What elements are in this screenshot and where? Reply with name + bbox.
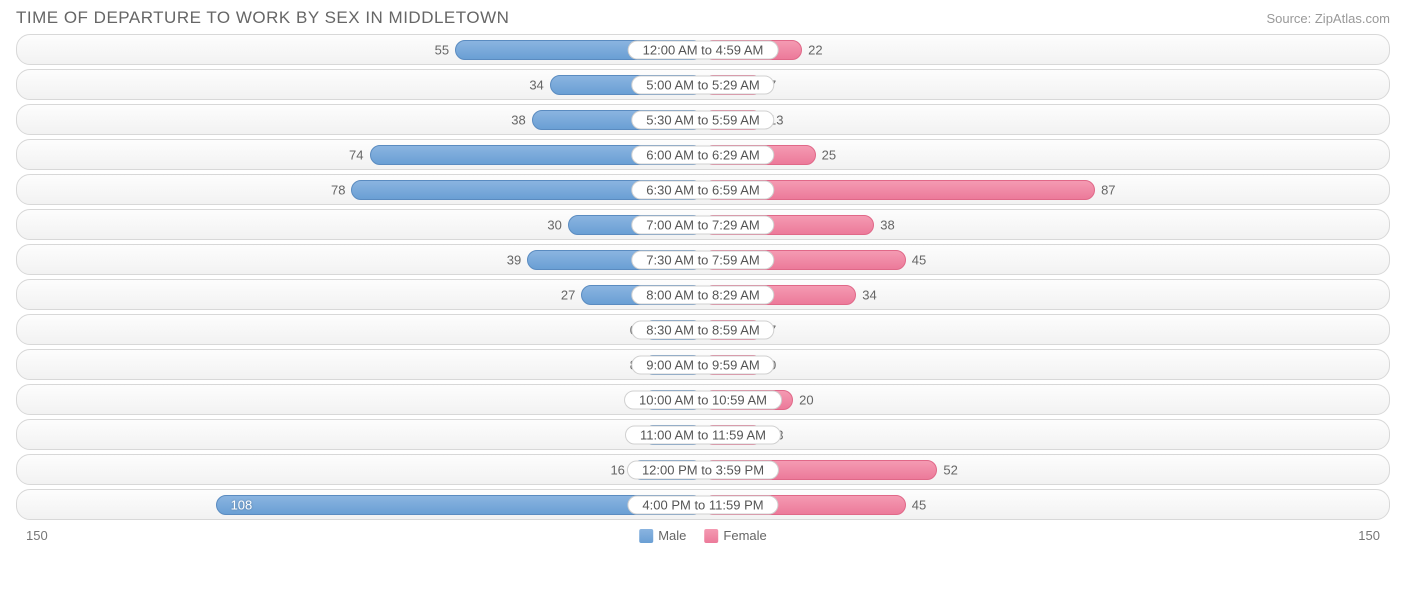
chart-row: 78 87 6:30 AM to 6:59 AM (16, 174, 1390, 205)
chart-row: 01311:00 AM to 11:59 AM (16, 419, 1390, 450)
category-label: 6:30 AM to 6:59 AM (631, 180, 774, 199)
female-value: 52 (943, 462, 957, 477)
female-value: 45 (912, 252, 926, 267)
female-value: 38 (880, 217, 894, 232)
category-label: 6:00 AM to 6:29 AM (631, 145, 774, 164)
axis-max-right: 150 (1358, 528, 1380, 543)
chart-row: 108 45 4:00 PM to 11:59 PM (16, 489, 1390, 520)
female-swatch (704, 529, 718, 543)
category-label: 7:30 AM to 7:59 AM (631, 250, 774, 269)
legend: Male Female (639, 528, 767, 543)
chart-row: 38135:30 AM to 5:59 AM (16, 104, 1390, 135)
chart-row: 39 45 7:30 AM to 7:59 AM (16, 244, 1390, 275)
male-value: 38 (511, 112, 525, 127)
legend-item-female: Female (704, 528, 766, 543)
chart-row: 74 25 6:00 AM to 6:29 AM (16, 139, 1390, 170)
male-value: 30 (547, 217, 561, 232)
category-label: 12:00 AM to 4:59 AM (628, 40, 779, 59)
legend-female-label: Female (723, 528, 766, 543)
male-value: 39 (507, 252, 521, 267)
axis-max-left: 150 (26, 528, 48, 543)
chart-footer: 150 Male Female 150 (0, 524, 1406, 543)
female-value: 34 (862, 287, 876, 302)
chart-row: 16 52 12:00 PM to 3:59 PM (16, 454, 1390, 485)
category-label: 10:00 AM to 10:59 AM (624, 390, 782, 409)
male-value: 16 (610, 462, 624, 477)
legend-item-male: Male (639, 528, 686, 543)
chart-source: Source: ZipAtlas.com (1266, 11, 1390, 26)
female-value: 25 (822, 147, 836, 162)
chart-row: 078:30 AM to 8:59 AM (16, 314, 1390, 345)
male-value: 34 (529, 77, 543, 92)
female-value: 22 (808, 42, 822, 57)
chart-row: 27 34 8:00 AM to 8:29 AM (16, 279, 1390, 310)
male-swatch (639, 529, 653, 543)
category-label: 12:00 PM to 3:59 PM (627, 460, 779, 479)
chart-row: 3475:00 AM to 5:29 AM (16, 69, 1390, 100)
category-label: 7:00 AM to 7:29 AM (631, 215, 774, 234)
chart-row: 30 38 7:00 AM to 7:29 AM (16, 209, 1390, 240)
female-value: 45 (912, 497, 926, 512)
category-label: 5:30 AM to 5:59 AM (631, 110, 774, 129)
chart-row: 809:00 AM to 9:59 AM (16, 349, 1390, 380)
chart-title: TIME OF DEPARTURE TO WORK BY SEX IN MIDD… (16, 8, 509, 28)
category-label: 9:00 AM to 9:59 AM (631, 355, 774, 374)
male-value: 74 (349, 147, 363, 162)
male-value: 78 (331, 182, 345, 197)
category-label: 5:00 AM to 5:29 AM (631, 75, 774, 94)
category-label: 8:00 AM to 8:29 AM (631, 285, 774, 304)
chart-header: TIME OF DEPARTURE TO WORK BY SEX IN MIDD… (0, 0, 1406, 34)
chart-row: 02010:00 AM to 10:59 AM (16, 384, 1390, 415)
category-label: 4:00 PM to 11:59 PM (627, 495, 778, 514)
female-value: 87 (1101, 182, 1115, 197)
legend-male-label: Male (658, 528, 686, 543)
category-label: 11:00 AM to 11:59 AM (625, 425, 781, 444)
female-value: 20 (799, 392, 813, 407)
male-value: 108 (231, 497, 253, 512)
male-value: 27 (561, 287, 575, 302)
category-label: 8:30 AM to 8:59 AM (631, 320, 774, 339)
male-value: 55 (435, 42, 449, 57)
chart-area: 55 22 12:00 AM to 4:59 AM 3475:00 AM to 5:2… (0, 34, 1406, 520)
chart-row: 55 22 12:00 AM to 4:59 AM (16, 34, 1390, 65)
